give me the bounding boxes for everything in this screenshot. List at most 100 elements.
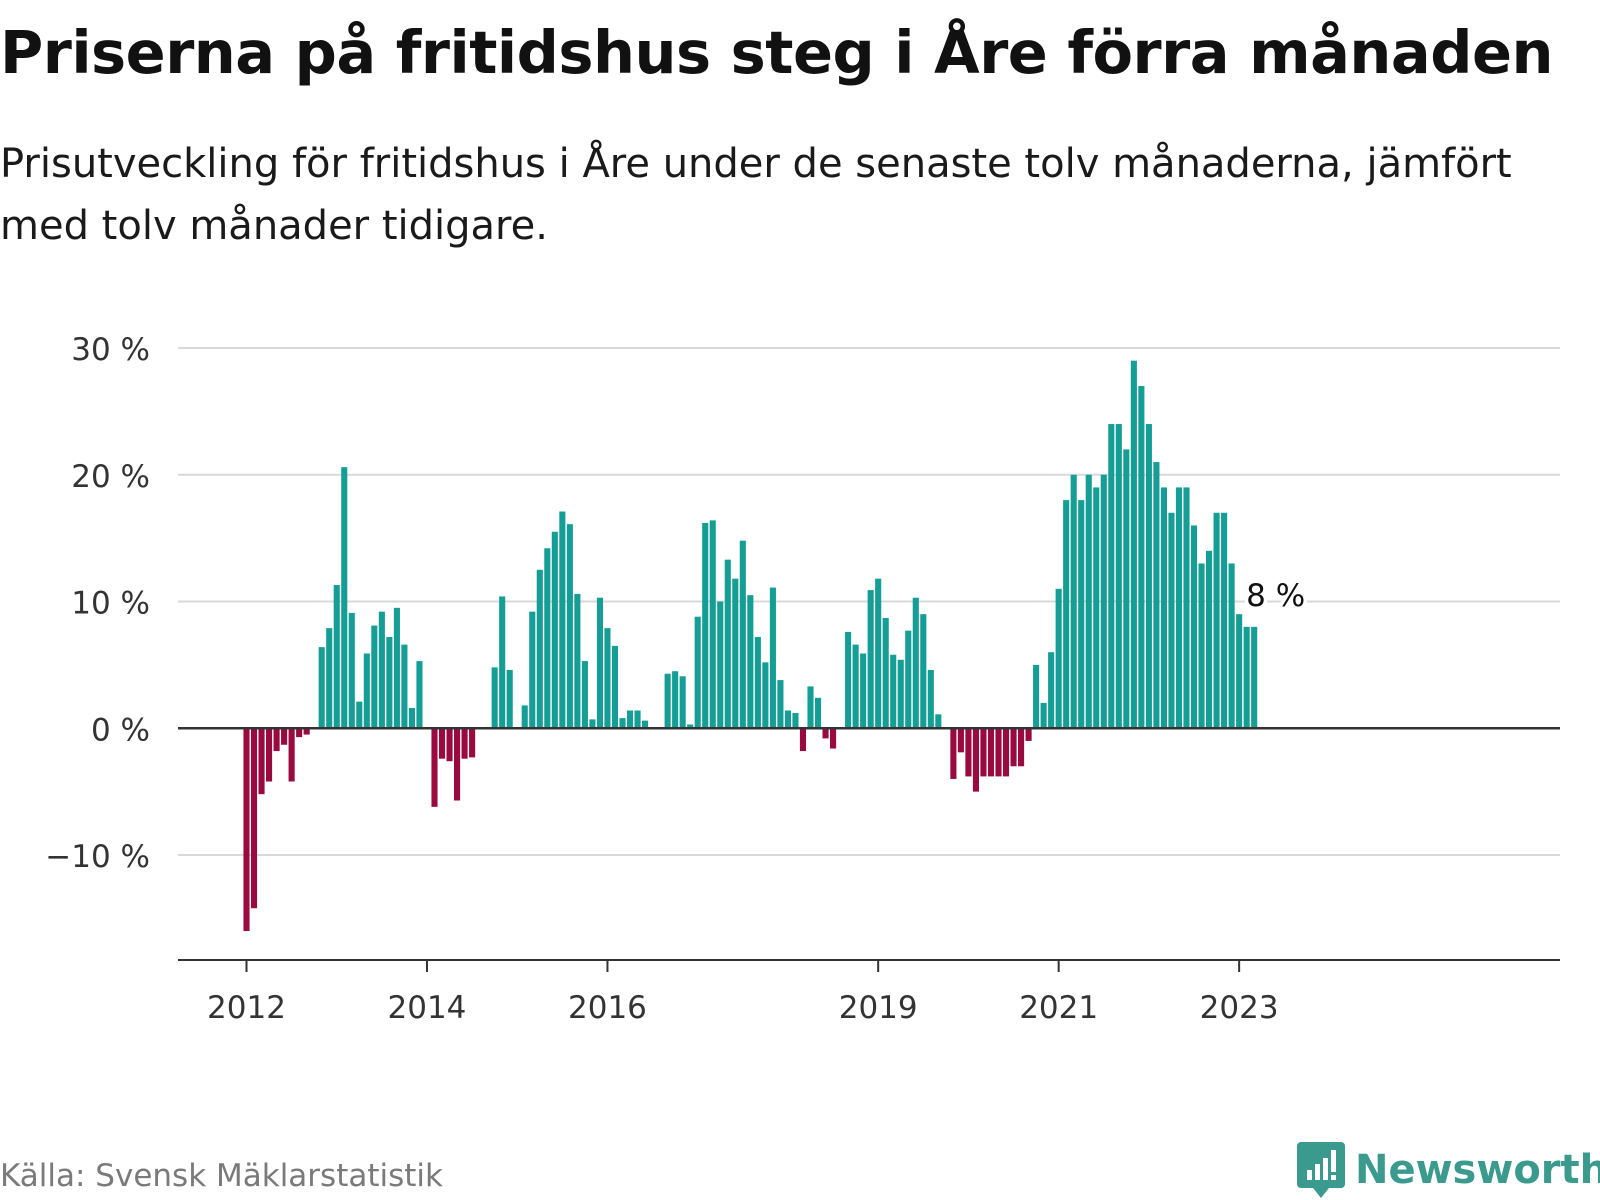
bar — [281, 728, 288, 745]
bar-chart: 30 % 20 % 10 % 0 % −10 % 2012 2014 2016 2019 202… — [45, 332, 1560, 1026]
bar — [454, 728, 461, 801]
bar — [1048, 652, 1055, 729]
bar — [1063, 500, 1070, 729]
bar — [378, 611, 385, 729]
x-tick-label: 2021 — [1019, 990, 1098, 1026]
bar — [611, 645, 619, 729]
bar — [273, 728, 280, 752]
x-tick-label: 2014 — [388, 990, 467, 1026]
bar — [769, 587, 776, 729]
bar — [341, 467, 348, 729]
bar — [845, 631, 852, 729]
bar — [386, 636, 393, 729]
brand-name: Newsworthy — [1355, 1147, 1600, 1193]
annotations: 8 % — [1243, 574, 1309, 617]
bar — [1175, 487, 1183, 729]
bar — [1108, 424, 1115, 729]
bar — [1002, 728, 1010, 777]
bar — [1033, 664, 1040, 729]
bar — [965, 728, 972, 777]
y-tick-label: 30 % — [71, 332, 150, 368]
bar — [408, 707, 415, 729]
bar — [747, 595, 754, 729]
x-tick-label: 2019 — [839, 990, 918, 1026]
bar — [1153, 462, 1160, 729]
bar — [927, 669, 934, 729]
bar — [401, 644, 408, 729]
bar — [1018, 728, 1025, 767]
bar — [762, 662, 769, 729]
bar — [1100, 474, 1107, 729]
bar — [596, 597, 603, 729]
bar — [732, 578, 739, 729]
bars — [243, 360, 1258, 932]
bar — [867, 590, 874, 729]
bar — [890, 654, 897, 729]
bar — [1070, 474, 1077, 729]
bar — [506, 669, 513, 729]
bar — [912, 597, 919, 729]
bar — [551, 531, 558, 729]
bar — [724, 559, 731, 729]
bar — [333, 585, 340, 729]
bar — [980, 728, 987, 777]
y-tick-label: 20 % — [71, 459, 150, 495]
bar — [1093, 487, 1100, 729]
x-tick-label: 2016 — [568, 990, 647, 1026]
bar — [499, 596, 506, 729]
axes — [178, 727, 1560, 961]
bar — [1190, 525, 1198, 729]
bar — [1251, 626, 1258, 729]
bar — [536, 569, 543, 729]
bar — [679, 676, 686, 729]
bar — [438, 728, 446, 759]
bar — [957, 728, 964, 753]
bar — [559, 511, 566, 729]
bar — [687, 724, 694, 729]
data-label: 8 % — [1246, 578, 1305, 614]
bar — [1123, 449, 1130, 729]
bar — [920, 614, 927, 729]
bar — [860, 653, 867, 729]
bar — [521, 705, 528, 729]
bar — [672, 671, 679, 729]
bar — [1130, 360, 1137, 729]
bar — [604, 628, 611, 729]
x-tick-label: 2012 — [207, 990, 286, 1026]
bar — [318, 647, 325, 729]
bar — [1168, 512, 1175, 729]
bar — [544, 548, 551, 729]
bar — [303, 728, 310, 735]
bar — [416, 661, 423, 729]
bar — [1145, 424, 1152, 729]
bar — [1228, 563, 1235, 729]
bar — [581, 661, 588, 729]
bar — [1025, 728, 1032, 741]
bar — [296, 728, 303, 738]
bar — [702, 522, 709, 729]
bar-chart-speech-bubble-icon — [1297, 1142, 1345, 1198]
bar — [363, 653, 370, 729]
bar — [950, 728, 957, 779]
bar — [1221, 512, 1228, 729]
bar — [882, 617, 889, 729]
bar — [574, 593, 581, 729]
bar — [1160, 487, 1167, 729]
bar — [1115, 424, 1122, 729]
bar — [1236, 614, 1243, 729]
bar — [266, 728, 273, 782]
bar — [348, 612, 355, 729]
bar — [566, 524, 573, 729]
bar — [529, 611, 536, 729]
bar — [709, 520, 716, 729]
bar — [822, 728, 829, 739]
bar — [792, 713, 799, 729]
bar — [1183, 487, 1190, 729]
y-tick-label: 0 % — [91, 712, 150, 748]
bar — [1243, 626, 1250, 729]
bar — [250, 728, 258, 909]
bar — [784, 710, 791, 729]
bar — [431, 728, 438, 807]
bar — [619, 718, 626, 729]
bar — [905, 630, 912, 729]
